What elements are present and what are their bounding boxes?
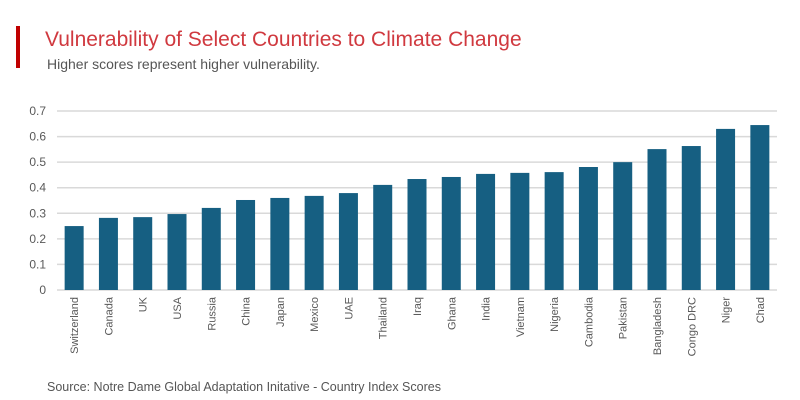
- bar-china: [236, 199, 256, 290]
- x-category-label: Switzerland: [69, 297, 81, 354]
- y-tick-label: 0.3: [29, 206, 46, 220]
- y-tick-label: 0.6: [29, 130, 46, 144]
- x-category-label: India: [481, 296, 493, 321]
- bar-niger: [716, 128, 736, 290]
- x-category-label: Thailand: [378, 297, 390, 339]
- x-category-label: Congo DRC: [686, 297, 698, 356]
- x-category-label: China: [241, 296, 253, 326]
- bar-russia: [201, 207, 221, 290]
- x-category-label: Ghana: [446, 296, 458, 330]
- x-category-label: Russia: [206, 296, 218, 331]
- bar-ghana: [441, 176, 461, 290]
- x-category-label: Cambodia: [583, 296, 595, 347]
- title-accent-bar: [16, 26, 20, 68]
- x-category-label: Chad: [755, 297, 767, 323]
- x-category-label: Nigeria: [549, 296, 561, 332]
- bar-japan: [270, 197, 290, 290]
- x-category-label: UAE: [343, 297, 355, 320]
- bar-india: [476, 173, 496, 290]
- y-tick-label: 0.2: [29, 232, 46, 246]
- bar-usa: [167, 214, 187, 290]
- y-tick-label: 0.7: [29, 104, 46, 118]
- y-tick-label: 0.4: [29, 181, 46, 195]
- x-category-label: Vietnam: [515, 297, 527, 337]
- y-tick-label: 0.5: [29, 155, 46, 169]
- bar-chad: [750, 125, 770, 290]
- bar-canada: [98, 217, 118, 290]
- x-category-label: Japan: [275, 297, 287, 327]
- bar-uae: [338, 193, 358, 290]
- bar-bangladesh: [647, 149, 667, 290]
- x-category-label: Mexico: [309, 297, 321, 332]
- bar-congo-drc: [681, 146, 701, 290]
- x-category-label: Niger: [721, 297, 733, 324]
- x-category-label: UK: [138, 296, 150, 312]
- bar-mexico: [304, 195, 324, 290]
- y-tick-label: 0.1: [29, 257, 46, 271]
- x-category-label: Canada: [103, 296, 115, 335]
- bar-nigeria: [544, 172, 564, 290]
- source-note: Source: Notre Dame Global Adaptation Ini…: [47, 380, 441, 394]
- y-tick-label: 0: [39, 283, 46, 297]
- bar-vietnam: [510, 172, 530, 290]
- x-category-label: USA: [172, 296, 184, 319]
- chart-subtitle: Higher scores represent higher vulnerabi…: [47, 56, 320, 72]
- bar-iraq: [407, 179, 427, 290]
- x-category-label: Pakistan: [618, 297, 630, 339]
- bar-cambodia: [578, 167, 598, 290]
- bar-switzerland: [64, 226, 84, 290]
- x-category-label: Iraq: [412, 297, 424, 316]
- chart-title: Vulnerability of Select Countries to Cli…: [45, 28, 522, 51]
- bar-thailand: [373, 184, 393, 290]
- x-category-label: Bangladesh: [652, 297, 664, 355]
- bar-pakistan: [613, 162, 633, 290]
- bar-uk: [133, 217, 153, 290]
